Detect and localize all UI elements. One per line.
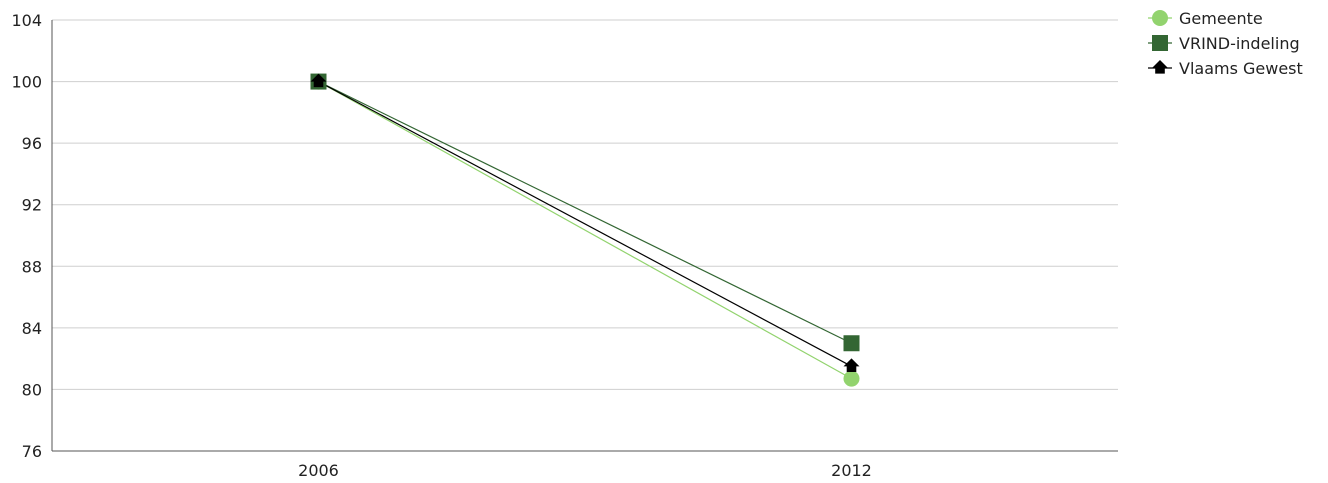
y-tick-label: 88 [22,257,42,276]
legend-marker-1 [1152,35,1168,51]
legend-label: Gemeente [1179,9,1263,28]
legend-item: VRIND-indeling [1148,34,1300,53]
y-tick-label: 76 [22,442,42,461]
x-tick-label: 2006 [298,461,339,480]
data-point-2-0 [310,73,327,88]
legend-marker-2 [1152,60,1168,74]
gridlines [52,19,1118,390]
legend-marker-0 [1152,10,1168,26]
legend-label: Vlaams Gewest [1179,59,1303,78]
axes [51,20,1118,452]
y-tick-label: 100 [11,73,42,92]
legend: Gemeente VRIND-indeling Vlaams Gewest [1148,9,1303,78]
series-lines [318,81,852,380]
y-tick-label: 104 [11,11,42,30]
y-axis-tick-labels: 76 80 84 88 92 96 100 104 [11,11,42,461]
y-tick-label: 80 [22,380,42,399]
legend-item: Gemeente [1148,9,1263,28]
data-point-0-1 [843,370,860,387]
data-point-1-1 [843,335,860,352]
legend-label: VRIND-indeling [1179,34,1300,53]
y-tick-label: 92 [22,196,42,215]
data-point-2-1 [843,358,860,372]
x-axis-tick-labels: 2006 2012 [298,461,872,480]
series-markers [310,73,860,387]
legend-item: Vlaams Gewest [1148,59,1303,78]
series-line-2 [318,81,852,367]
x-tick-label: 2012 [831,461,872,480]
y-tick-label: 84 [22,319,42,338]
series-line-0 [318,81,852,380]
series-line-1 [318,81,852,344]
y-tick-label: 96 [22,134,42,153]
